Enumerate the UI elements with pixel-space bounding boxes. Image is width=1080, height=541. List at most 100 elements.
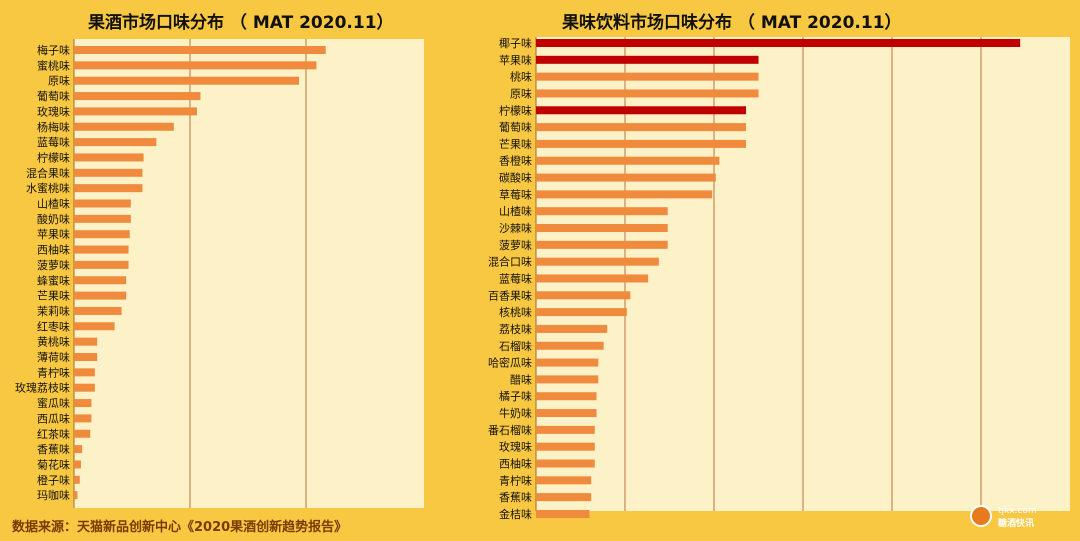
bar-1-18: [536, 341, 604, 350]
category-label-1-5: 葡萄味: [499, 121, 532, 134]
bar-0-22: [74, 383, 95, 392]
bar-0-13: [74, 245, 129, 254]
category-label-1-25: 西柚味: [499, 457, 532, 471]
data-source-note: 数据来源：天猫新品创新中心《2020果酒创新趋势报告》: [12, 520, 348, 535]
bar-0-0: [74, 46, 326, 54]
category-label-1-20: 醋味: [510, 372, 532, 386]
category-label-0-26: 香蕉味: [37, 443, 70, 456]
category-label-0-6: 蓝莓味: [37, 136, 70, 149]
bar-0-26: [74, 445, 83, 454]
bar-1-8: [536, 173, 716, 182]
bar-0-16: [74, 291, 127, 300]
bar-0-11: [74, 214, 131, 223]
bar-0-15: [74, 276, 127, 285]
category-label-1-1: 苹果味: [499, 53, 532, 67]
bar-1-23: [536, 425, 595, 434]
watermark-logo-icon: [970, 505, 992, 527]
bar-chart-right: 椰子味苹果味桃味原味柠檬味葡萄味芒果味香橙味碳酸味草莓味山楂味沙棘味菠萝味混合口…: [488, 36, 1021, 521]
category-label-0-9: 水蜜桃味: [26, 181, 70, 195]
category-label-0-27: 菊花味: [37, 458, 70, 471]
category-label-1-4: 柠檬味: [499, 103, 532, 117]
category-label-0-11: 酸奶味: [37, 212, 70, 226]
category-label-1-9: 草莓味: [499, 188, 532, 201]
bar-1-28: [536, 509, 590, 518]
category-label-0-20: 薄荷味: [37, 350, 70, 364]
bar-1-13: [536, 257, 659, 266]
bar-0-7: [74, 153, 144, 162]
category-label-0-10: 山楂味: [37, 197, 70, 211]
category-label-0-28: 橙子味: [37, 473, 70, 487]
category-label-0-0: 梅子味: [37, 43, 70, 57]
category-label-1-14: 蓝莓味: [499, 272, 532, 285]
category-label-0-12: 苹果味: [37, 227, 70, 241]
bar-0-18: [74, 322, 115, 331]
bar-1-17: [536, 324, 608, 333]
bar-0-19: [74, 337, 98, 346]
category-label-1-7: 香橙味: [499, 154, 532, 168]
category-label-0-22: 玫瑰荔枝味: [15, 381, 70, 395]
bar-0-28: [74, 475, 80, 484]
watermark-name: 糖酒快讯: [998, 519, 1035, 529]
plot-area-left: [74, 39, 424, 508]
category-label-1-3: 原味: [510, 87, 532, 100]
category-label-1-26: 青柠味: [499, 473, 532, 487]
bar-1-27: [536, 493, 592, 502]
bar-0-5: [74, 122, 174, 131]
category-label-0-5: 杨梅味: [37, 120, 70, 134]
bar-0-21: [74, 368, 95, 377]
category-label-1-18: 石榴味: [499, 339, 532, 353]
bar-1-1: [536, 55, 759, 64]
bar-1-2: [536, 72, 759, 81]
category-label-0-21: 青柠味: [37, 365, 70, 379]
bar-1-6: [536, 139, 747, 148]
bar-1-21: [536, 392, 597, 401]
bar-0-12: [74, 230, 130, 239]
bar-1-9: [536, 190, 713, 199]
chart-panel-left: 果酒市场口味分布 （ MAT 2020.11） 梅子味 蜜桃味原味葡萄味玫瑰味 杨梅…: [0, 0, 540, 510]
category-label-0-15: 蜂蜜味: [37, 273, 70, 287]
category-label-0-23: 蜜瓜味: [37, 396, 70, 410]
bar-1-0: [536, 39, 1021, 47]
bar-1-15: [536, 291, 631, 300]
category-label-1-27: 香蕉味: [499, 491, 532, 504]
bar-0-25: [74, 429, 91, 438]
category-label-1-10: 山楂味: [499, 204, 532, 218]
category-label-1-22: 牛奶味: [499, 406, 532, 420]
bar-0-14: [74, 260, 129, 269]
bar-1-20: [536, 375, 599, 384]
bar-0-27: [74, 460, 81, 469]
bar-0-9: [74, 184, 143, 193]
bar-0-8: [74, 168, 143, 177]
category-label-1-23: 番石榴味: [488, 423, 532, 437]
chart-title-left: 果酒市场口味分布 （ MAT 2020.11）: [88, 13, 394, 33]
category-label-1-15: 百香果味: [488, 289, 532, 302]
category-label-1-16: 核桃味: [499, 305, 532, 319]
bar-0-3: [74, 92, 201, 101]
bar-1-24: [536, 442, 595, 451]
bar-0-1: [74, 61, 317, 70]
bar-1-14: [536, 274, 649, 283]
bar-0-29: [74, 491, 78, 500]
category-label-1-8: 碳酸味: [499, 171, 532, 185]
category-label-0-1: 蜜桃味: [37, 58, 70, 72]
category-label-1-13: 混合口味: [488, 255, 532, 269]
bar-0-6: [74, 138, 157, 147]
bar-0-20: [74, 353, 98, 361]
category-label-0-2: 原味: [48, 75, 70, 88]
bar-1-11: [536, 224, 668, 233]
category-label-1-2: 桃味: [510, 70, 532, 84]
category-label-0-7: 柠檬味: [37, 150, 70, 164]
bar-0-10: [74, 199, 131, 208]
bar-1-16: [536, 308, 627, 317]
chart-title-right: 果味饮料市场口味分布 （ MAT 2020.11）: [562, 13, 902, 33]
category-label-1-11: 沙棘味: [499, 222, 532, 235]
category-label-1-24: 玫瑰味: [499, 440, 532, 454]
category-label-1-28: 金桔味: [499, 507, 532, 521]
bar-1-3: [536, 89, 759, 98]
bar-0-2: [74, 76, 300, 85]
category-label-0-25: 红茶味: [37, 428, 70, 441]
chart-panel-right: 果味饮料市场口味分布 （ MAT 2020.11） 椰子味 苹果味 桃味 原味 柠檬味葡…: [488, 13, 1070, 521]
bar-1-10: [536, 207, 668, 216]
bar-0-24: [74, 414, 92, 423]
category-label-0-13: 西柚味: [37, 243, 70, 257]
